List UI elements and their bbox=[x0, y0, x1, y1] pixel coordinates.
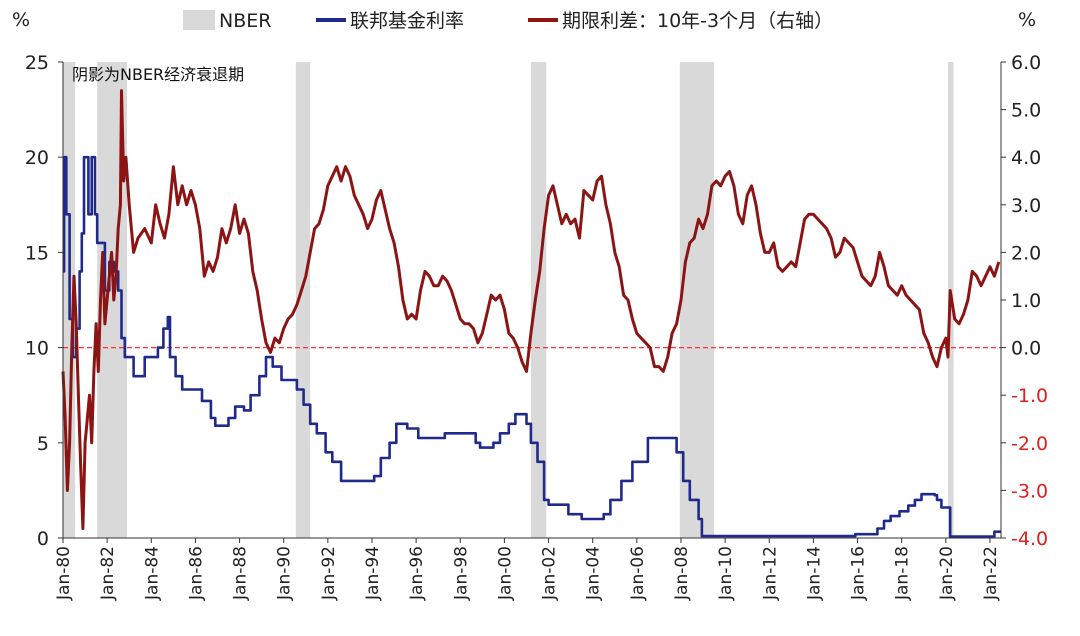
x-tick-label: Jan-84 bbox=[142, 546, 162, 601]
right-tick-label: 4.0 bbox=[1011, 147, 1041, 169]
x-tick-label: Jan-90 bbox=[275, 546, 295, 601]
x-tick-label: Jan-08 bbox=[672, 546, 692, 601]
left-tick-label: 25 bbox=[25, 52, 49, 74]
legend-swatch-nber bbox=[183, 10, 215, 30]
x-tick-label: Jan-04 bbox=[584, 546, 604, 601]
x-tick-label: Jan-18 bbox=[893, 546, 913, 601]
legend: NBER 联邦基金利率 期限利差：10年-3个月（右轴） bbox=[183, 10, 833, 32]
right-tick-label: 2.0 bbox=[1011, 242, 1041, 264]
x-tick-label: Jan-80 bbox=[54, 546, 74, 601]
x-tick-label: Jan-94 bbox=[363, 546, 383, 601]
right-tick-label: -4.0 bbox=[1011, 528, 1048, 550]
recession-band-5 bbox=[679, 62, 715, 538]
term-spread-line bbox=[61, 89, 1001, 530]
x-tick-label: Jan-86 bbox=[186, 546, 206, 601]
axes-group: 0 5 10 15 20 25 -4.0 -3.0 -2.0 -1.0 0.0 1.0 2.0 3.0 4.… bbox=[25, 52, 1048, 601]
x-tick-label: Jan-20 bbox=[937, 546, 957, 601]
x-tick-label: Jan-12 bbox=[760, 546, 780, 601]
x-tick-label: Jan-82 bbox=[98, 546, 118, 601]
right-tick-label: 1.0 bbox=[1011, 290, 1041, 312]
recession-annotation: 阴影为NBER经济衰退期 bbox=[72, 65, 244, 84]
right-tick-label: -3.0 bbox=[1011, 480, 1048, 502]
right-axis-unit: % bbox=[1018, 9, 1036, 31]
left-tick-label: 0 bbox=[37, 528, 49, 550]
left-tick-label: 20 bbox=[25, 147, 49, 169]
x-tick-label: Jan-22 bbox=[981, 546, 1001, 601]
fed-funds-rate-line bbox=[62, 155, 1001, 538]
right-tick-label: 0.0 bbox=[1011, 338, 1041, 360]
legend-label-term-spread: 期限利差：10年-3个月（右轴） bbox=[562, 10, 833, 32]
left-tick-label: 10 bbox=[25, 338, 49, 360]
x-tick-label: Jan-10 bbox=[716, 546, 736, 601]
legend-label-fed-funds: 联邦基金利率 bbox=[350, 10, 464, 32]
x-tick-label: Jan-02 bbox=[540, 546, 560, 601]
x-tick-label: Jan-00 bbox=[495, 546, 515, 601]
left-axis-unit: % bbox=[12, 9, 30, 31]
left-tick-label: 5 bbox=[37, 433, 49, 455]
x-tick-label: Jan-16 bbox=[849, 546, 869, 601]
recession-band-4 bbox=[530, 62, 547, 538]
right-tick-label: -2.0 bbox=[1011, 433, 1048, 455]
x-tick-label: Jan-14 bbox=[804, 546, 824, 601]
right-tick-label: 6.0 bbox=[1011, 52, 1041, 74]
right-tick-label: 3.0 bbox=[1011, 195, 1041, 217]
x-tick-label: Jan-92 bbox=[319, 546, 339, 601]
x-tick-label: Jan-06 bbox=[628, 546, 648, 601]
x-tick-label: Jan-88 bbox=[231, 546, 251, 601]
series-group bbox=[61, 89, 1001, 538]
recession-band-3 bbox=[295, 62, 311, 538]
right-tick-label: 5.0 bbox=[1011, 100, 1041, 122]
x-tick-label: Jan-96 bbox=[407, 546, 427, 601]
recession-shading-group bbox=[63, 62, 954, 538]
right-tick-label: -1.0 bbox=[1011, 385, 1048, 407]
legend-label-nber: NBER bbox=[219, 10, 271, 32]
x-tick-label: Jan-98 bbox=[451, 546, 471, 601]
left-tick-label: 15 bbox=[25, 242, 49, 264]
